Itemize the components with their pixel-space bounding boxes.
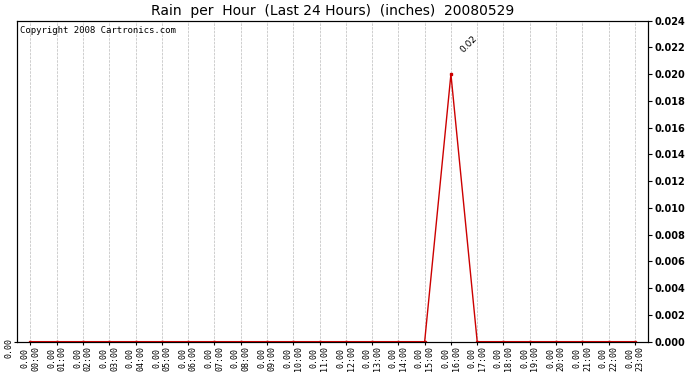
Text: 0.02: 0.02 (459, 34, 480, 54)
Title: Rain  per  Hour  (Last 24 Hours)  (inches)  20080529: Rain per Hour (Last 24 Hours) (inches) 2… (151, 4, 514, 18)
Text: Copyright 2008 Cartronics.com: Copyright 2008 Cartronics.com (21, 26, 177, 34)
